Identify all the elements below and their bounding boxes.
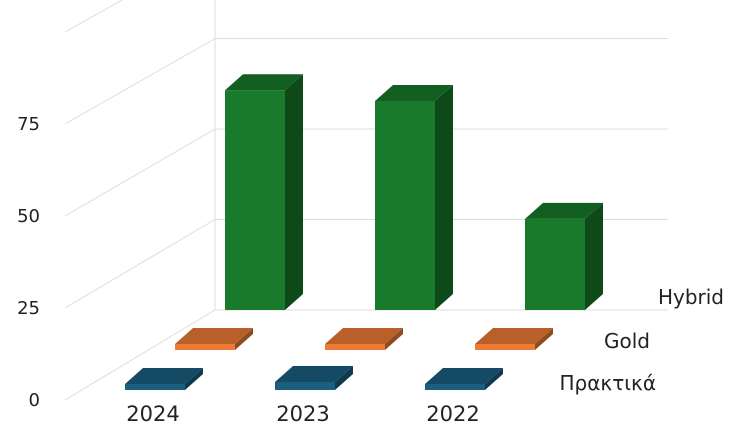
bar-front (425, 384, 485, 390)
bar-front (275, 381, 335, 390)
bar-top (475, 328, 553, 344)
category-label-2022: 2022 (426, 402, 479, 425)
series-label: Gold (604, 329, 650, 353)
bar-top (525, 202, 603, 219)
gridline-side (64, 309, 216, 401)
bar-front (525, 218, 585, 310)
bar-front (325, 344, 385, 350)
y-tick-label: 75 (17, 114, 40, 135)
bar-side (285, 74, 303, 311)
gridline-side (64, 128, 216, 217)
bar-top (275, 365, 353, 382)
bar-side (185, 368, 203, 390)
bar-side (235, 328, 253, 350)
category-label-2023: 2023 (276, 402, 329, 425)
y-axis-ticks: 0 25 50 75 (17, 114, 40, 411)
y-tick-label: 50 (17, 206, 40, 227)
bar-gold-2023 (325, 328, 403, 350)
bar-πρακτικ--2022 (425, 368, 503, 390)
bar-hybrid-2022 (525, 202, 603, 310)
bar-top (225, 74, 303, 91)
bar-side (435, 84, 453, 311)
bar-side (335, 365, 353, 390)
bar-front (375, 100, 435, 311)
y-tick-label: 25 (17, 298, 40, 319)
bar-πρακτικ--2023 (275, 365, 353, 390)
bar-top (175, 328, 253, 344)
bar-front (225, 90, 285, 311)
bar-front (175, 344, 235, 350)
bar-top (425, 368, 503, 384)
category-label-2024: 2024 (126, 402, 179, 425)
bar-gold-2024 (175, 328, 253, 350)
bar-top (375, 84, 453, 101)
bar-top (125, 368, 203, 384)
bar-side (485, 368, 503, 390)
bars (125, 74, 603, 390)
bar-side (535, 328, 553, 350)
gridline-side (64, 0, 124, 33)
gridline-side (64, 219, 216, 309)
series-label: Hybrid (658, 285, 724, 309)
series-labels: Πρακτικά Gold Hybrid (560, 285, 724, 395)
bar-side (585, 202, 603, 310)
bar-top (325, 328, 403, 344)
bar-gold-2022 (475, 328, 553, 350)
gridline-side (64, 38, 216, 125)
y-tick-label: 0 (29, 390, 40, 411)
bar-hybrid-2023 (375, 84, 453, 311)
bar-πρακτικ--2024 (125, 368, 203, 390)
bar-side (385, 328, 403, 350)
series-label: Πρακτικά (560, 371, 656, 395)
bar-front (475, 344, 535, 350)
category-labels: 2024 2023 2022 (126, 402, 479, 425)
bar-front (125, 384, 185, 390)
bar-hybrid-2024 (225, 74, 303, 311)
